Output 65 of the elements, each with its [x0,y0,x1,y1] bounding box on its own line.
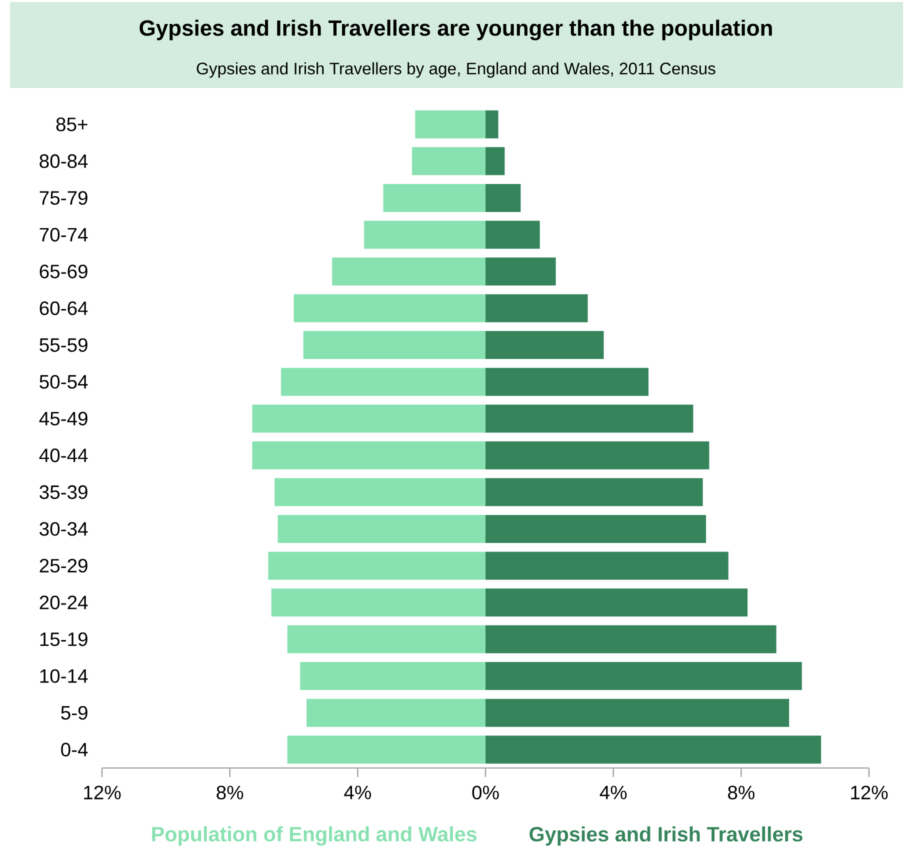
bar [486,514,706,543]
bar [412,147,486,176]
bar [383,184,486,212]
text: Population of England and Wales [152,826,476,846]
bar [252,441,486,470]
bar [486,368,648,396]
x-tick-label: 8% [216,786,244,800]
bar [486,147,505,176]
bar [278,514,486,543]
bar [287,736,486,764]
x-tick-label: 0% [472,786,499,800]
bar [486,478,703,506]
bar [486,736,822,764]
bar [486,220,540,249]
bar [486,184,521,212]
y-tick-label: 80-84 [40,154,88,168]
bar [332,257,486,286]
bar [274,478,486,506]
chart-subtitle: Gypsies and Irish Travellers by age, England and Wales, 2011 Census [196,62,716,78]
bar [486,662,802,690]
bar [486,404,694,433]
bar [486,625,776,654]
bar [486,698,790,727]
y-tick-label: 35-39 [40,485,88,500]
bar [486,441,710,470]
bar [294,294,486,322]
chart-title: Gypsies and Irish Travellers are younger than the population [140,20,772,40]
bar [486,257,556,286]
y-tick-label: 30-34 [40,522,88,536]
bar [415,110,486,138]
y-tick-label: 10-14 [40,669,88,683]
y-tick-label: 0-4 [61,742,88,756]
bar [486,294,588,322]
bar [486,331,604,360]
bar [486,110,498,138]
y-tick-label: 15-19 [40,632,88,646]
y-tick-label: 25-29 [40,558,88,573]
x-tick-label: 4% [344,786,371,800]
bar [300,662,486,690]
y-tick-label: 70-74 [40,228,88,242]
bar [280,368,486,396]
bar [486,552,728,580]
y-tick-label: 40-44 [39,448,88,462]
y-tick-label: 75-79 [40,191,88,205]
bar [303,331,486,360]
y-tick-label: 65-69 [40,264,88,278]
bar [486,588,748,616]
bar [364,220,486,249]
y-tick-label: 60-64 [40,301,88,316]
x-tick-label: 4% [600,786,627,800]
bar [268,552,486,580]
bar [306,698,486,727]
bar [271,588,486,616]
x-tick-label: 12% [84,786,121,800]
x-tick-label: 12% [851,786,888,800]
x-tick-label: 8% [728,786,754,800]
y-tick-label: 5-9 [61,706,88,720]
y-tick-label: 55-59 [40,338,88,352]
bar [287,625,486,654]
y-tick-label: 85+ [56,118,88,132]
y-tick-label: 50-54 [40,374,88,389]
bar [252,404,486,433]
text: Gypsies and Irish Travellers [530,826,802,846]
y-tick-label: 45-49 [39,412,88,426]
y-tick-label: 20-24 [40,596,88,610]
